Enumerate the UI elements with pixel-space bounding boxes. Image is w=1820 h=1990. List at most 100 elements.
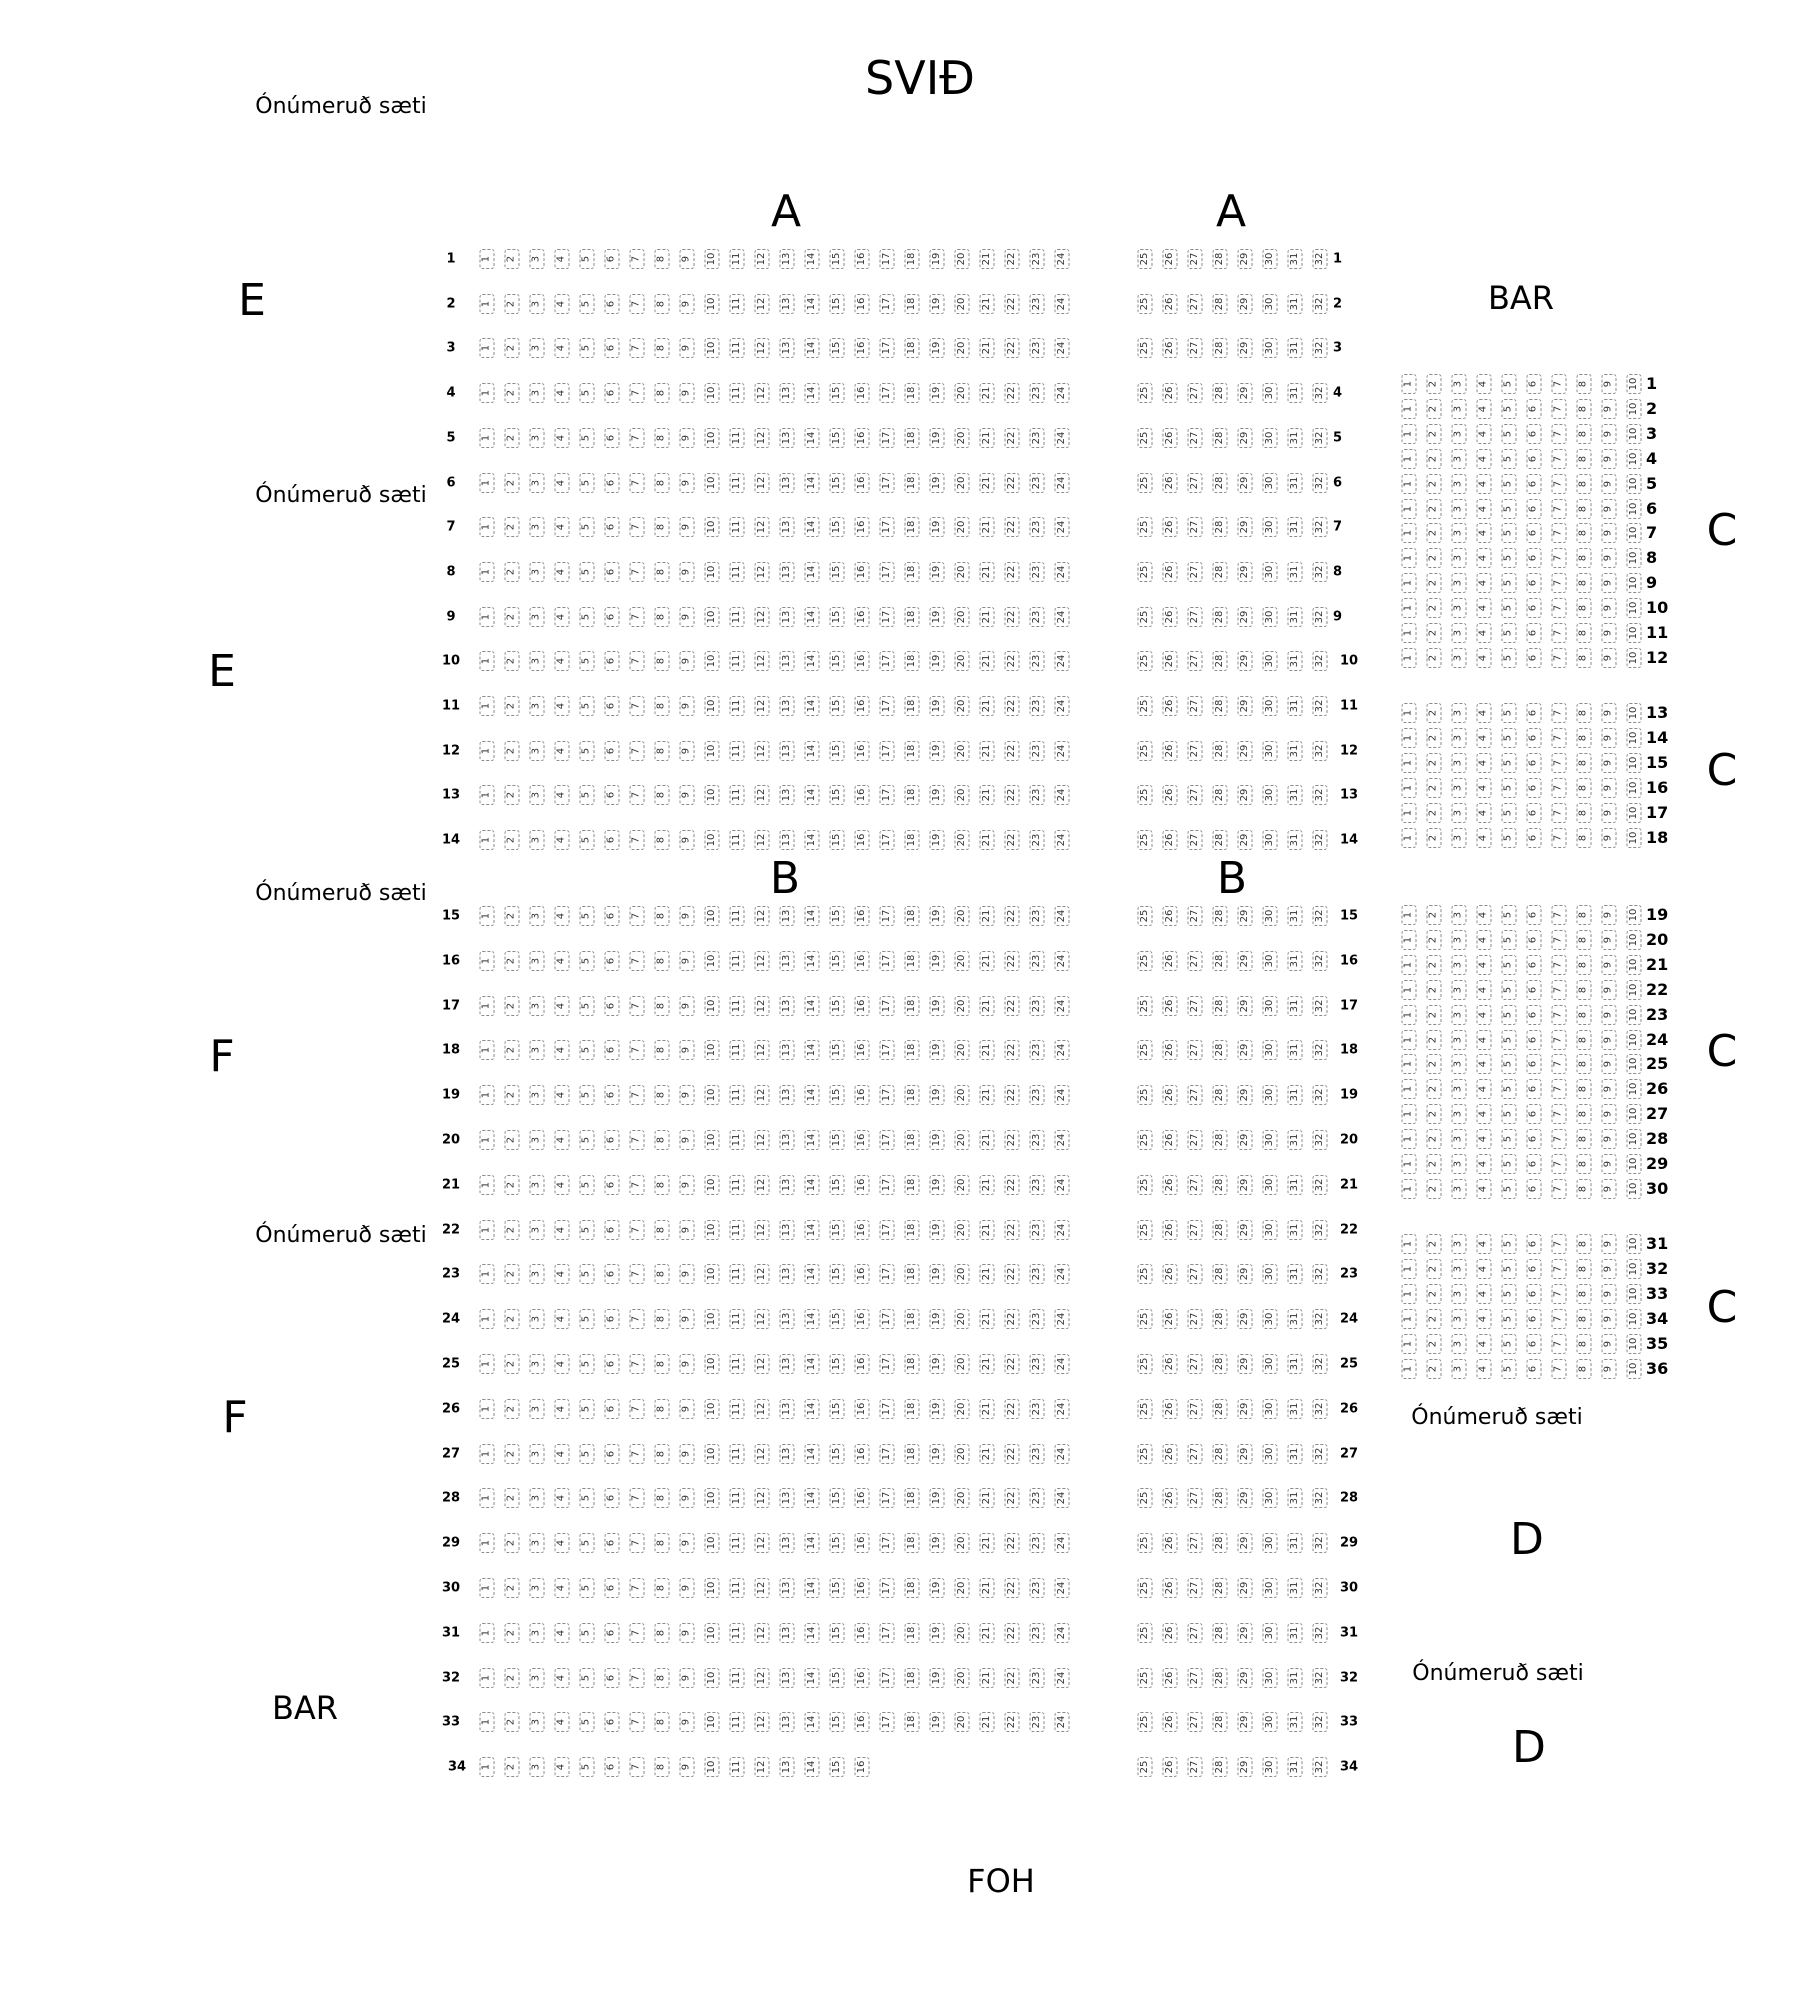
seat[interactable]: 6 [604, 338, 620, 359]
seat[interactable]: 6 [1526, 647, 1542, 668]
seat[interactable]: 23 [1029, 1219, 1045, 1240]
seat[interactable]: 20 [954, 1712, 970, 1733]
seat[interactable]: 7 [1551, 929, 1567, 950]
seat[interactable]: 26 [1162, 1264, 1178, 1285]
seat[interactable]: 27 [1187, 1757, 1203, 1778]
seat[interactable]: 3 [529, 1085, 545, 1106]
seat[interactable]: 9 [679, 1712, 695, 1733]
seat[interactable]: 26 [1162, 906, 1178, 926]
seat[interactable]: 20 [954, 517, 970, 538]
seat[interactable]: 10 [1626, 727, 1642, 748]
seat[interactable]: 30 [1262, 995, 1278, 1016]
seat[interactable]: 1 [479, 338, 495, 359]
seat[interactable]: 4 [554, 293, 570, 314]
seat[interactable]: 20 [954, 1354, 970, 1374]
seat[interactable]: 14 [804, 383, 820, 404]
seat[interactable]: 25 [1137, 906, 1153, 926]
seat[interactable]: 24 [1054, 293, 1070, 314]
seat[interactable]: 10 [704, 696, 720, 716]
seat[interactable]: 10 [704, 338, 720, 359]
seat[interactable]: 4 [1476, 1283, 1492, 1304]
seat[interactable]: 18 [904, 1354, 920, 1374]
seat[interactable]: 30 [1262, 785, 1278, 806]
seat[interactable]: 5 [1501, 548, 1517, 569]
seat[interactable]: 1 [1401, 473, 1417, 494]
seat[interactable]: 7 [629, 950, 645, 971]
seat[interactable]: 17 [879, 606, 895, 627]
seat[interactable]: 3 [1451, 777, 1467, 798]
seat[interactable]: 1 [1401, 374, 1417, 394]
seat[interactable]: 5 [1501, 802, 1517, 823]
seat[interactable]: 32 [1312, 1309, 1328, 1330]
seat[interactable]: 19 [929, 338, 945, 359]
seat[interactable]: 31 [1287, 1443, 1303, 1464]
seat[interactable]: 2 [1426, 623, 1442, 643]
seat[interactable]: 4 [1476, 905, 1492, 925]
seat[interactable]: 7 [629, 1712, 645, 1733]
seat[interactable]: 27 [1187, 651, 1203, 672]
seat[interactable]: 22 [1004, 293, 1020, 314]
seat[interactable]: 25 [1137, 1130, 1153, 1150]
seat[interactable]: 10 [704, 1712, 720, 1733]
seat[interactable]: 24 [1054, 1578, 1070, 1598]
seat[interactable]: 26 [1162, 1130, 1178, 1150]
seat[interactable]: 21 [979, 1398, 995, 1419]
seat[interactable]: 5 [579, 1622, 595, 1643]
seat[interactable]: 18 [904, 517, 920, 538]
seat[interactable]: 26 [1162, 1622, 1178, 1643]
seat[interactable]: 5 [579, 383, 595, 404]
seat[interactable]: 13 [779, 1578, 795, 1598]
seat[interactable]: 8 [1576, 498, 1592, 519]
seat[interactable]: 29 [1237, 1398, 1253, 1419]
seat[interactable]: 21 [979, 1354, 995, 1374]
seat[interactable]: 5 [1501, 1004, 1517, 1025]
seat[interactable]: 3 [1451, 1258, 1467, 1279]
seat[interactable]: 10 [1626, 1333, 1642, 1354]
seat[interactable]: 18 [904, 1712, 920, 1733]
seat[interactable]: 1 [479, 606, 495, 627]
seat[interactable]: 10 [1626, 647, 1642, 668]
seat[interactable]: 9 [1601, 802, 1617, 823]
seat[interactable]: 1 [479, 383, 495, 404]
seat[interactable]: 32 [1312, 338, 1328, 359]
seat[interactable]: 23 [1029, 1533, 1045, 1554]
seat[interactable]: 11 [729, 740, 745, 761]
seat[interactable]: 22 [1004, 1309, 1020, 1330]
seat[interactable]: 6 [1526, 1129, 1542, 1150]
seat[interactable]: 30 [1262, 950, 1278, 971]
seat[interactable]: 7 [1551, 827, 1567, 848]
seat[interactable]: 27 [1187, 950, 1203, 971]
seat[interactable]: 5 [1501, 1104, 1517, 1125]
seat[interactable]: 9 [1601, 423, 1617, 444]
seat[interactable]: 1 [1401, 1283, 1417, 1304]
seat[interactable]: 32 [1312, 785, 1328, 806]
seat[interactable]: 27 [1187, 1578, 1203, 1598]
seat[interactable]: 17 [879, 1174, 895, 1195]
seat[interactable]: 22 [1004, 1264, 1020, 1285]
seat[interactable]: 8 [1576, 1258, 1592, 1279]
seat[interactable]: 22 [1004, 1578, 1020, 1598]
seat[interactable]: 9 [1601, 703, 1617, 723]
seat[interactable]: 29 [1237, 1578, 1253, 1598]
seat[interactable]: 8 [654, 740, 670, 761]
seat[interactable]: 9 [679, 338, 695, 359]
seat[interactable]: 10 [1626, 473, 1642, 494]
seat[interactable]: 6 [604, 1488, 620, 1509]
seat[interactable]: 9 [679, 950, 695, 971]
seat[interactable]: 9 [1601, 1054, 1617, 1075]
seat[interactable]: 25 [1137, 950, 1153, 971]
seat[interactable]: 13 [779, 740, 795, 761]
seat[interactable]: 7 [629, 740, 645, 761]
seat[interactable]: 3 [529, 830, 545, 851]
seat[interactable]: 24 [1054, 1488, 1070, 1509]
seat[interactable]: 23 [1029, 517, 1045, 538]
seat[interactable]: 32 [1312, 249, 1328, 269]
seat[interactable]: 1 [1401, 905, 1417, 925]
seat[interactable]: 7 [629, 293, 645, 314]
seat[interactable]: 19 [929, 651, 945, 672]
seat[interactable]: 4 [1476, 703, 1492, 723]
seat[interactable]: 28 [1212, 606, 1228, 627]
seat[interactable]: 6 [604, 830, 620, 851]
seat[interactable]: 5 [579, 740, 595, 761]
seat[interactable]: 19 [929, 293, 945, 314]
